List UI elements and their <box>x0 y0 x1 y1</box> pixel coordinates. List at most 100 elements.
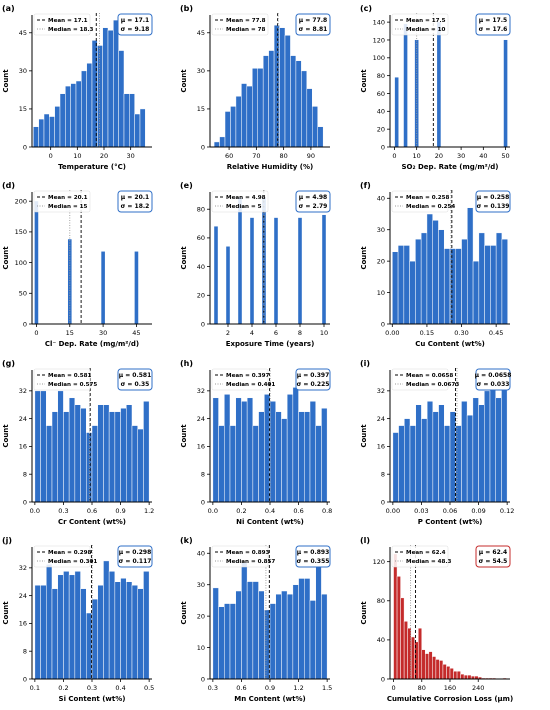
x-axis-label: SO₂ Dep. Rate (mg/m²/d) <box>402 163 499 171</box>
panel-d: 0 15 30 45 0 50 100 150 200 Cl⁻ Dep. Rate (mg/m²/… <box>2 181 153 348</box>
y-tick-label: 30 <box>197 581 205 589</box>
stats-box-border <box>117 190 153 213</box>
stats-box: μ = 0.258 σ = 0.139 <box>475 190 511 213</box>
histogram-bar <box>86 432 93 503</box>
x-tick-label: 0.3 <box>208 684 218 692</box>
histogram-bar <box>131 584 138 680</box>
panel-label: (f) <box>360 181 371 190</box>
histogram-bar <box>439 660 444 680</box>
panel-j: 0.1 0.2 0.3 0.4 0.5 0 8 16 24 32 Si Content (wt%) C… <box>2 536 154 703</box>
y-tick-label: 0 <box>381 320 385 328</box>
x-tick-label: 0.2 <box>58 684 68 692</box>
stats-box-border <box>117 13 153 36</box>
y-tick-label: 0 <box>201 320 205 328</box>
y-tick-label: 140 <box>373 18 385 26</box>
histogram-bar <box>63 571 70 680</box>
panel-b: 60 70 80 90 0 15 30 45 Relative Humidity (%) Coun… <box>180 4 331 171</box>
legend-median-text: Median = 0.575 <box>48 382 97 388</box>
histogram-bar <box>501 238 508 325</box>
histogram-bar <box>212 587 219 680</box>
histogram-bar <box>435 659 440 680</box>
legend-mean-text: Mean = 0.0658 <box>406 373 453 379</box>
x-tick-label: 0.2 <box>236 507 246 515</box>
histogram-bar <box>40 390 47 503</box>
histogram-bar <box>315 425 322 503</box>
x-tick-label: 20 <box>435 152 443 160</box>
y-tick-label: 16 <box>19 443 27 451</box>
x-tick-label: 4 <box>250 329 254 337</box>
histogram-bar <box>250 217 254 324</box>
histogram-bar <box>478 232 485 325</box>
histogram-bar <box>246 85 253 148</box>
histogram-bar <box>398 425 405 503</box>
y-axis-label: Count <box>2 424 10 448</box>
histogram-bar <box>107 29 114 148</box>
y-tick-label: 60 <box>377 90 385 98</box>
stats-mu-text: μ = 0.581 <box>119 372 152 379</box>
x-tick-label: 10 <box>320 329 328 337</box>
histogram-bar <box>101 251 105 324</box>
x-tick-label: 160 <box>444 684 456 692</box>
histogram-bar <box>63 411 70 503</box>
x-tick-label: 30 <box>457 152 465 160</box>
legend-box <box>391 190 449 213</box>
y-axis-label: Count <box>2 246 10 270</box>
histogram-bar <box>129 93 135 148</box>
stats-box: μ = 17.5 σ = 17.6 <box>475 13 511 36</box>
histogram-bar <box>80 588 87 680</box>
stats-sigma-text: σ = 0.139 <box>477 203 510 210</box>
histogram-bar <box>455 248 462 325</box>
y-tick-label: 40 <box>377 636 385 644</box>
y-axis-label: Count <box>2 601 10 625</box>
x-tick-label: 10 <box>73 152 81 160</box>
y-tick-label: 45 <box>197 29 205 37</box>
panel-label: (g) <box>2 359 15 368</box>
y-tick-label: 80 <box>377 597 385 605</box>
y-tick-label: 20 <box>377 125 385 133</box>
histogram-bar <box>286 593 294 680</box>
histogram-bar <box>321 407 328 503</box>
legend-median-text: Median = 0.301 <box>48 559 97 565</box>
histogram-bar <box>298 578 305 680</box>
histogram-bar <box>274 217 278 324</box>
histogram-bar <box>425 653 430 680</box>
legend-mean-text: Mean = 0.258 <box>406 195 450 201</box>
histogram-bar <box>461 238 468 325</box>
histogram-bar <box>275 411 282 503</box>
histogram-bar <box>453 670 458 680</box>
histogram-bar <box>43 113 50 148</box>
histogram-bar <box>304 578 311 680</box>
histogram-bar <box>134 251 139 324</box>
x-tick-label: 0.6 <box>87 507 97 515</box>
x-tick-label: 0.15 <box>420 329 434 337</box>
histogram-bar <box>74 571 81 680</box>
panel-label: (l) <box>360 536 370 545</box>
histogram-bar <box>65 85 71 148</box>
x-tick-label: 0.06 <box>443 507 457 515</box>
y-tick-label: 0 <box>381 498 385 506</box>
stats-sigma-text: σ = 0.355 <box>297 558 330 565</box>
panel-k: 0.3 0.6 0.9 1.2 1.5 0 10 20 30 40 Mn Content (wt%)… <box>180 536 332 703</box>
histogram-bar <box>438 229 445 325</box>
histogram-bar <box>460 673 465 680</box>
histogram-bar <box>393 553 398 680</box>
histogram-bar <box>214 226 218 324</box>
x-axis-label: Relative Humidity (%) <box>227 163 313 171</box>
histogram-bar <box>273 24 280 148</box>
stats-sigma-text: σ = 8.81 <box>299 26 328 33</box>
y-tick-label: 80 <box>377 72 385 80</box>
legend-median-text: Median = 0.857 <box>226 559 275 565</box>
x-tick-label: 0.45 <box>489 329 503 337</box>
x-tick-label: 30 <box>127 152 135 160</box>
stats-box-border <box>475 368 511 391</box>
legend: Mean = 17.5 Median = 10 <box>391 13 449 36</box>
stats-box: μ = 0.397 σ = 0.225 <box>295 368 331 391</box>
histogram-bar <box>403 23 408 148</box>
histogram-bar <box>415 238 422 325</box>
histogram-bar <box>126 581 133 680</box>
histogram-bar <box>114 581 121 680</box>
histogram-bar <box>97 584 104 680</box>
x-tick-label: 80 <box>418 684 426 692</box>
stats-box-border <box>295 13 331 36</box>
histogram-bar <box>51 411 58 503</box>
